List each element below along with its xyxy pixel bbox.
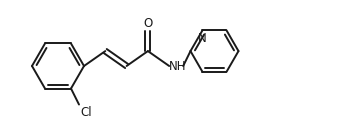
Text: Cl: Cl [80, 106, 92, 119]
Text: NH: NH [169, 59, 187, 72]
Text: N: N [198, 32, 207, 45]
Text: O: O [143, 17, 153, 30]
